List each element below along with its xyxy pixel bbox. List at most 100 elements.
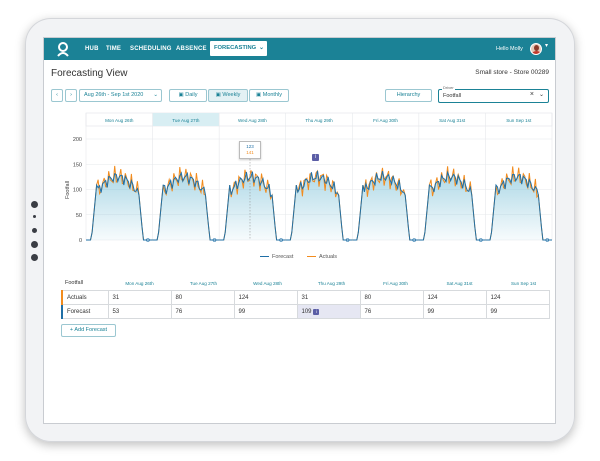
table-cell[interactable]: 99 xyxy=(485,304,550,319)
table-cell-highlighted[interactable]: 109 i xyxy=(296,304,361,319)
forecast-series-line xyxy=(485,173,552,241)
y-axis-label: Footfall xyxy=(65,181,71,199)
table-cell[interactable]: 124 xyxy=(485,290,550,305)
view-daily-button[interactable]: ▣ Daily xyxy=(169,89,207,102)
table-metric-label: Footfall xyxy=(65,280,84,286)
data-point xyxy=(545,238,550,242)
tablet-camera-dot xyxy=(31,241,38,248)
tooltip-forecast-value: 123 xyxy=(246,144,254,149)
day-header-label[interactable]: Thu Aug 29th xyxy=(305,118,333,123)
y-tick-label: 100 xyxy=(73,188,82,194)
y-tick-label: 200 xyxy=(73,137,82,143)
hierarchy-button[interactable]: Hierarchy xyxy=(385,89,432,102)
prev-week-button[interactable]: ‹ xyxy=(51,89,63,102)
forecast-area xyxy=(86,173,153,240)
data-point xyxy=(345,238,350,242)
date-range-label: Aug 26th - Sep 1st 2020 xyxy=(84,92,144,98)
driver-field-label: Driver xyxy=(442,85,455,90)
view-daily-label: Daily xyxy=(185,92,198,98)
table-row: Actuals 31 80 124 31 80 124 124 xyxy=(61,290,550,305)
add-forecast-button[interactable]: + Add Forecast xyxy=(61,324,116,337)
table-cell[interactable]: 53 xyxy=(107,304,172,319)
table-column-header: Sun Sep 1st xyxy=(510,281,537,286)
legend-forecast-label: Forecast xyxy=(272,254,294,260)
table-cell[interactable]: 99 xyxy=(233,304,298,319)
table-cell[interactable]: 76 xyxy=(170,304,235,319)
day-header-selected xyxy=(152,113,220,126)
chevron-down-icon: ⌄ xyxy=(538,92,544,98)
data-point xyxy=(212,238,217,242)
forecast-chart: Mon Aug 26th Tue Aug 27th Wed Aug 28th Thu … xyxy=(65,112,553,244)
top-nav-bar: HUB TIME SCHEDULING ABSENCE FORECASTING … xyxy=(44,38,555,60)
page-title: Forecasting View xyxy=(51,68,128,79)
y-tick-label: 0 xyxy=(79,238,82,244)
table-column-header: Fri Aug 30th xyxy=(383,281,408,286)
table-cell[interactable]: 99 xyxy=(422,304,487,319)
date-range-select[interactable]: Aug 26th - Sep 1st 2020 ⌄ xyxy=(79,89,162,102)
user-greeting: Hello Molly xyxy=(496,46,523,52)
forecast-series-line xyxy=(285,170,353,241)
calendar-month-icon: ▣ xyxy=(256,92,262,98)
nav-time[interactable]: TIME xyxy=(106,46,122,52)
nav-forecasting[interactable]: FORECASTING ⌄ xyxy=(210,41,267,56)
forecast-area xyxy=(285,170,353,240)
table-cell[interactable]: 31 xyxy=(296,290,361,305)
driver-value: Footfall xyxy=(443,93,462,99)
forecast-thu-value: 109 xyxy=(301,308,312,315)
clear-icon[interactable]: × xyxy=(529,91,534,98)
y-tick-label: 150 xyxy=(73,162,82,168)
table-column-header: Wed Aug 28th xyxy=(253,281,282,286)
forecast-area xyxy=(352,171,419,240)
data-point xyxy=(412,238,417,242)
chart-tooltip: 123 141 xyxy=(239,141,261,159)
data-point xyxy=(478,238,483,242)
legend-actuals-swatch xyxy=(307,255,316,258)
table-cell[interactable]: 124 xyxy=(422,290,487,305)
tablet-sensor-dot xyxy=(32,228,37,233)
table-column-header: Thu Aug 29th xyxy=(317,281,346,286)
day-header-label[interactable]: Sun Sep 1st xyxy=(506,118,532,123)
nav-absence[interactable]: ABSENCE xyxy=(176,46,207,52)
day-header-label[interactable]: Mon Aug 26th xyxy=(105,118,134,123)
legend-forecast-swatch xyxy=(260,255,269,258)
day-header-label[interactable]: Tue Aug 27th xyxy=(172,118,200,123)
day-header-label[interactable]: Fri Aug 30th xyxy=(373,118,398,123)
table-column-header: Tue Aug 27th xyxy=(189,281,218,286)
user-menu-chevron-icon[interactable]: ▾ xyxy=(545,43,549,49)
nav-hub[interactable]: HUB xyxy=(85,46,99,52)
chevron-down-icon: ⌄ xyxy=(258,45,264,51)
calendar-week-icon: ▣ xyxy=(215,92,221,98)
day-header-label[interactable]: Wed Aug 28th xyxy=(238,118,267,123)
table-cell[interactable]: 124 xyxy=(233,290,298,305)
app-screen: HUB TIME SCHEDULING ABSENCE FORECASTING … xyxy=(43,37,556,424)
view-weekly-button[interactable]: ▣ Weekly xyxy=(208,89,248,102)
table-column-header: Sat Aug 31st xyxy=(446,281,473,286)
calendar-day-icon: ▣ xyxy=(178,92,184,98)
forecast-area xyxy=(485,174,552,240)
tooltip-actuals-value: 141 xyxy=(246,150,254,155)
legend-actuals-label: Actuals xyxy=(319,254,338,260)
row-label-forecast: Forecast xyxy=(61,304,109,319)
info-badge-icon[interactable]: i xyxy=(312,154,319,161)
tablet-camera-dot xyxy=(31,201,38,208)
avatar[interactable] xyxy=(530,43,542,55)
table-cell[interactable]: 80 xyxy=(170,290,235,305)
legend-forecast: Forecast xyxy=(260,254,293,260)
nav-forecasting-label: FORECASTING xyxy=(214,45,257,51)
forecast-series-line xyxy=(418,170,486,241)
nav-scheduling[interactable]: SCHEDULING xyxy=(130,46,172,52)
driver-select[interactable]: Footfall × ⌄ xyxy=(438,89,549,103)
next-week-button[interactable]: › xyxy=(65,89,77,102)
info-badge-icon[interactable]: i xyxy=(313,308,320,315)
y-tick-label: 50 xyxy=(76,213,82,219)
app-logo-icon[interactable] xyxy=(55,41,71,57)
view-monthly-button[interactable]: ▣ Monthly xyxy=(249,89,289,102)
table-cell[interactable]: 76 xyxy=(359,304,424,319)
forecast-series-line xyxy=(152,171,220,241)
table-row: Forecast 53 76 99 109 i 76 99 99 xyxy=(61,304,550,319)
day-header-label[interactable]: Sat Aug 31st xyxy=(439,118,466,123)
view-monthly-label: Monthly xyxy=(262,92,282,98)
table-cell[interactable]: 31 xyxy=(107,290,172,305)
table-cell[interactable]: 80 xyxy=(359,290,424,305)
data-point xyxy=(146,238,150,242)
